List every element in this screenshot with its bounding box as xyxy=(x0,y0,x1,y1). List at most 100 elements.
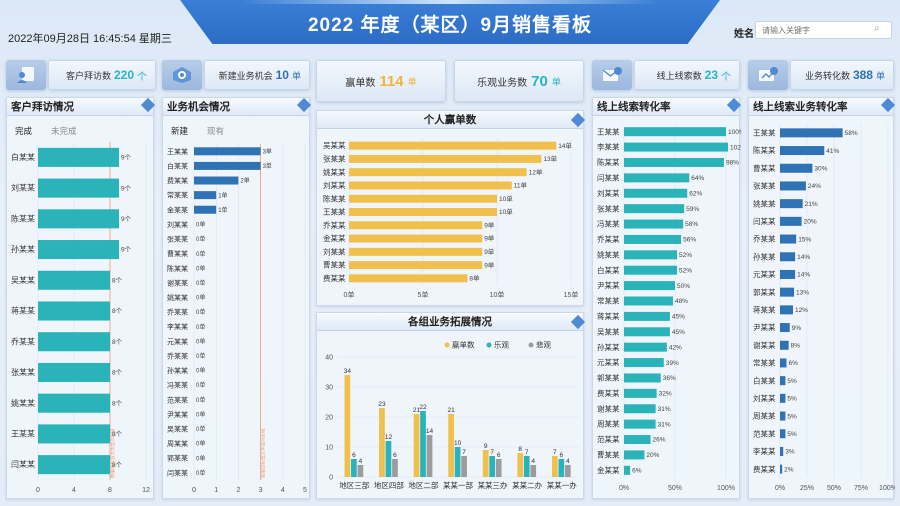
value-label: 31% xyxy=(658,421,671,428)
category-label: 郭某某 xyxy=(753,287,776,297)
header-glow xyxy=(240,0,660,4)
category-label: 姚某某 xyxy=(597,249,620,259)
category-label: 常某某 xyxy=(597,297,620,306)
category-label: 尹某某 xyxy=(753,323,776,332)
category-label: 蒋某某 xyxy=(11,306,35,316)
value-label: 14% xyxy=(797,254,810,261)
value-label: 0单 xyxy=(196,279,205,287)
category-label: 王某某 xyxy=(753,128,776,137)
panel-lead-biz-conversion: 线上线索业务转化率 0% 25% 50% 75% 100% 王某某 58% 陈某某 41% 曹某某… xyxy=(748,97,896,499)
value-label: 2单 xyxy=(240,177,249,185)
category-label: 孙某某 xyxy=(11,244,35,254)
bar xyxy=(624,142,729,152)
bar xyxy=(624,234,682,244)
category-label: 姚某某 xyxy=(323,167,346,177)
value-label: 45% xyxy=(672,314,685,321)
category-label: 王某某 xyxy=(323,208,346,217)
category-label: 张某某 xyxy=(753,182,776,191)
category-label: 谢某某 xyxy=(597,403,620,413)
bar xyxy=(780,305,793,315)
bar xyxy=(624,250,678,260)
tab-incomplete[interactable]: 未完成 xyxy=(51,126,77,136)
value-label: 62% xyxy=(689,190,702,197)
value-label: 9个 xyxy=(121,246,132,254)
bar xyxy=(624,450,645,460)
category-label: 王某某 xyxy=(597,127,620,136)
category-label: 白某某 xyxy=(597,265,620,275)
bar xyxy=(780,429,786,439)
panel-group-expansion: 各组业务拓展情况 0 10 20 30 40 赢单数 乐观 悲观 34 6 4 地区三部 23 12 6 地区… xyxy=(316,312,586,499)
kpi-online-leads: 线上线索数 23 个 xyxy=(634,60,740,90)
bar xyxy=(624,157,724,167)
bar xyxy=(780,358,787,368)
bar xyxy=(780,340,789,350)
bar xyxy=(523,456,530,477)
bar xyxy=(780,446,784,456)
value-label: 39% xyxy=(666,360,679,367)
y-tick-label: 40 xyxy=(325,355,333,362)
category-label: 冯某某 xyxy=(167,382,188,390)
value-label: 0单 xyxy=(196,221,205,229)
category-label: 范某某 xyxy=(597,434,620,444)
search-icon[interactable]: ⌕ xyxy=(874,23,880,34)
category-label: 郭某某 xyxy=(167,454,188,463)
category-label: 冯某某 xyxy=(597,220,620,229)
bar xyxy=(482,450,489,477)
category-label: 曹某某 xyxy=(753,163,776,173)
category-label: 费某某 xyxy=(753,464,776,474)
category-label: 某某一办 xyxy=(547,480,577,490)
value-label: 8个 xyxy=(112,338,123,346)
category-label: 陈某某 xyxy=(11,213,35,223)
value-label: 0单 xyxy=(196,294,205,302)
tab-existing[interactable]: 现有 xyxy=(207,126,225,136)
header-banner xyxy=(180,0,720,44)
bar xyxy=(38,270,110,290)
bar xyxy=(349,154,542,163)
value-label: 7 xyxy=(553,449,557,456)
bar xyxy=(194,205,217,214)
panel-opportunities-title: 业务机会情况 xyxy=(163,98,309,116)
panel-visits-title: 客户拜访情况 xyxy=(7,98,153,116)
category-label: 周某某 xyxy=(753,412,776,421)
bar xyxy=(780,234,797,244)
value-label: 0单 xyxy=(196,440,205,448)
category-label: 张某某 xyxy=(167,235,188,244)
bar xyxy=(624,342,667,352)
bar xyxy=(624,296,673,306)
kpi-conversions-value: 388 xyxy=(852,68,873,82)
tab-completed[interactable]: 完成 xyxy=(15,126,33,136)
value-label: 7 xyxy=(490,449,494,456)
x-tick-label: 25% xyxy=(800,485,814,492)
bar xyxy=(780,252,796,262)
bar xyxy=(624,127,726,137)
tab-new[interactable]: 新建 xyxy=(171,126,189,136)
category-label: 姚某某 xyxy=(167,293,188,302)
value-label: 6 xyxy=(560,452,564,459)
search-input[interactable] xyxy=(755,21,892,39)
kpi-conversions: 业务转化数 388 单 xyxy=(790,60,894,90)
value-label: 58% xyxy=(685,221,698,228)
category-label: 李某某 xyxy=(753,446,776,456)
x-tick-label: 75% xyxy=(854,485,868,492)
category-label: 陈某某 xyxy=(753,145,776,155)
bar xyxy=(624,188,688,198)
mail-icon xyxy=(592,60,632,90)
bar xyxy=(38,147,119,167)
category-label: 曹某某 xyxy=(167,249,188,258)
y-tick-label: 30 xyxy=(325,385,333,392)
bar xyxy=(194,147,261,156)
value-label: 2% xyxy=(784,466,794,473)
bar xyxy=(624,358,664,368)
category-label: 周某某 xyxy=(597,420,620,429)
value-label: 14% xyxy=(797,272,810,279)
bar xyxy=(624,173,690,183)
value-label: 3% xyxy=(785,449,795,456)
panel-personal-wins-title: 个人赢单数 xyxy=(317,111,583,129)
category-label: 尹某某 xyxy=(167,411,188,419)
value-label: 0单 xyxy=(196,396,205,404)
category-label: 谢某某 xyxy=(167,278,188,287)
category-label: 陈某某 xyxy=(323,193,346,203)
value-label: 48% xyxy=(675,298,688,305)
